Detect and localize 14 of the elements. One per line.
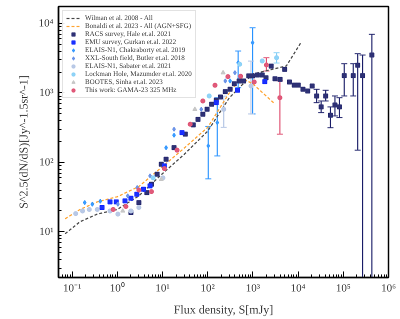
x-tick-label: 10³ (246, 282, 261, 294)
x-tick-label: 10⁶ (381, 282, 396, 294)
x-tick-label: 10⁵ (336, 282, 351, 294)
y-tick-label: 10¹ (39, 226, 54, 238)
y-tick-label: 10⁴ (38, 18, 54, 30)
y-axis-title: S^2.5(dN/dS)[Jy^-1.5sr^-1] (16, 75, 31, 209)
x-tick-label: 10¹ (155, 282, 170, 294)
x-tick-label: 10⁻¹ (62, 282, 82, 294)
x-tick-label: 10² (200, 282, 216, 294)
x-tick-label: 10⁴ (290, 282, 306, 294)
y-tick-label: 10³ (39, 86, 54, 99)
x-axis-title: Flux density, S[mJy] (174, 302, 274, 316)
y-tick-label: 10² (39, 156, 54, 168)
x-tick-label: 10⁰ (110, 282, 125, 294)
